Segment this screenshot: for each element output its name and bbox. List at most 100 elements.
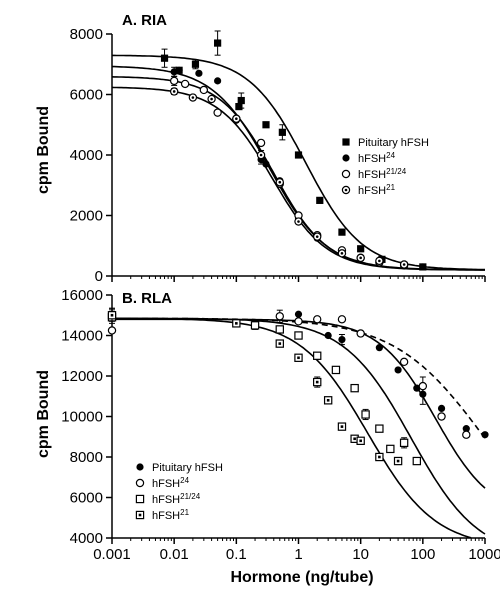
legend-label: hFSH21/24 [152,492,201,506]
data-point-center [278,342,282,345]
data-point [413,384,421,392]
legend-label-superscript: 21 [180,508,189,517]
fit-curve [112,65,485,271]
data-point [278,128,286,136]
data-point [235,103,243,111]
panel-rla-y-axis-title: cpm Bound [35,370,52,458]
x-tick-label: 1 [294,546,302,563]
data-point [462,425,470,433]
data-point-center [340,425,344,428]
data-point [213,108,222,117]
data-point [341,169,351,179]
data-point [481,431,489,439]
panel-ria: A. RIA cpm Bound 0 2000 4000 6000 8000 Pitui… [35,12,486,285]
data-point [135,494,145,504]
panel-rla: B. RLA cpm Bound 4000 6000 8000 10000 12000 1… [35,287,500,563]
data-point-center [315,235,319,238]
data-point [399,357,409,367]
data-point [294,310,303,318]
fit-curve [112,54,486,271]
data-point-center [402,263,406,266]
fit-curve [112,317,472,539]
data-point [262,160,270,168]
data-point [195,69,203,77]
y-tick-label: 10000 [61,409,103,426]
legend-label: hFSH21/24 [358,167,407,181]
y-tick-label: 4000 [70,530,103,547]
fit-curve [111,86,485,271]
x-tick-label: 0.001 [93,546,131,563]
panel-ria-data-points [160,30,427,271]
y-tick-label: 14000 [61,328,103,345]
data-point-center [110,313,114,317]
data-point [342,138,350,146]
data-point-center [259,153,263,157]
data-point [135,478,145,488]
data-point [419,263,427,271]
data-point [437,412,446,421]
data-point-center [326,399,330,402]
panel-ria-y-axis-title: cpm Bound [35,106,52,194]
legend-label: hFSH21 [358,183,396,197]
legend-label: hFSH24 [358,151,396,165]
data-point [262,121,270,129]
data-point-center [340,252,344,255]
data-point [361,410,370,419]
data-point-center [359,439,362,443]
panel-ria-y-axis: 0 2000 4000 6000 8000 [70,26,113,285]
data-point-center [315,380,319,384]
data-point [357,245,365,253]
data-point [250,321,260,330]
data-point-center [359,256,362,260]
data-point [418,381,428,391]
y-tick-label: 16000 [61,287,103,304]
panel-ria-x-axis [111,275,486,282]
data-point-center [191,96,195,99]
data-point-center [344,188,348,192]
data-point [412,456,422,466]
data-point-center [172,90,176,93]
data-point [175,66,183,74]
data-point [214,39,222,47]
data-point-center [235,117,238,120]
data-point [169,76,179,86]
panel-rla-data-points [107,307,489,466]
y-tick-label: 8000 [70,449,103,466]
data-point [375,424,384,433]
data-point [294,151,303,159]
data-point [386,444,395,454]
data-point [313,315,322,324]
data-point-center [297,220,300,223]
data-point [350,383,359,393]
data-point [237,96,245,105]
legend-label: Pituitary hFSH [152,462,223,474]
data-point [375,344,383,352]
data-point [107,326,117,335]
panel-ria-title: A. RIA [122,12,167,29]
data-point [180,79,190,89]
data-point [199,85,209,95]
data-point [275,325,284,334]
data-point [338,335,346,344]
legend-label-superscript: 24 [386,151,395,160]
x-tick-label: 0.1 [226,546,247,563]
legend-label-superscript: 24 [180,476,189,485]
panel-rla-y-axis: 4000 6000 8000 10000 12000 14000 16000 [61,287,113,547]
data-point [136,463,144,471]
data-point [394,366,402,374]
y-tick-label: 2000 [70,208,103,225]
panel-ria-legend: Pituitary hFSH hFSH24 hFSH21/24 hFSH21 [341,137,429,197]
data-point [294,317,303,326]
data-point-center [210,97,213,101]
x-axis-title: Hormone (ng/tube) [230,569,373,586]
x-tick-label: 10 [352,546,369,563]
data-point [342,154,350,162]
data-point-center [378,455,381,459]
data-point-center [396,459,400,463]
data-point [331,365,341,375]
data-point-center [353,437,356,441]
data-point-center [378,259,381,263]
data-point [191,60,200,68]
y-tick-label: 6000 [70,490,103,507]
panel-rla-legend: Pituitary hFSH hFSH24 hFSH21/24 hFSH21 [135,462,223,522]
